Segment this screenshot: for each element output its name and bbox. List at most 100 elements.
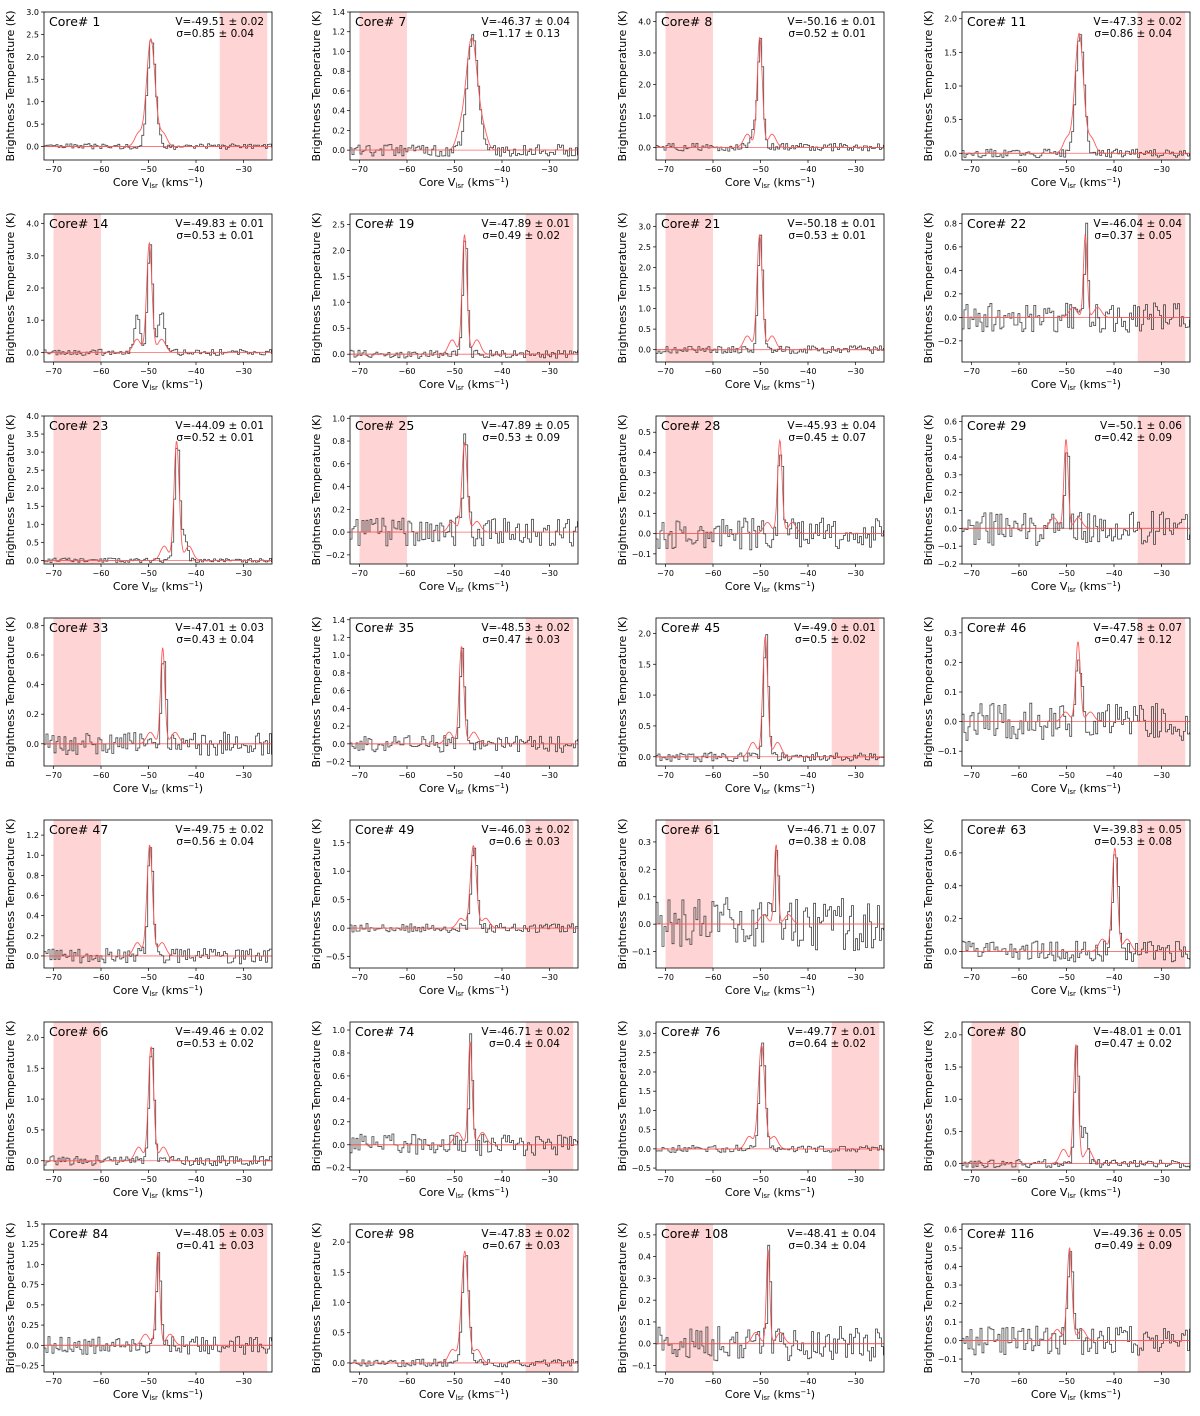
y-tick-label: 0.6	[332, 1072, 345, 1081]
velocity-annotation: V=-49.75 ± 0.02	[175, 824, 264, 836]
fit-line	[656, 36, 884, 148]
y-tick-label: 0.0	[944, 313, 957, 322]
plot-frame	[43, 11, 273, 161]
y-tick-label: 3.0	[26, 448, 39, 457]
plot-frame	[43, 819, 273, 969]
y-axis-label: Brightness Temperature (K)	[4, 212, 17, 363]
fit-line	[962, 33, 1190, 154]
x-tick-label: −60	[705, 1377, 722, 1386]
x-tick-label: −70	[657, 771, 674, 780]
y-tick-label: 0.6	[944, 849, 957, 858]
x-tick-label: −60	[1011, 367, 1028, 376]
observed-spectrum-line	[350, 647, 578, 753]
plot-frame	[349, 1021, 579, 1171]
y-tick-label: 0.5	[638, 428, 651, 437]
observed-spectrum-line	[350, 847, 578, 933]
y-tick-label: −0.1	[938, 747, 957, 756]
x-tick-label: −40	[800, 1175, 817, 1184]
x-tick-label: −50	[446, 1377, 463, 1386]
x-axis-label: Core Vlsr (kms−1)	[113, 984, 203, 998]
y-tick-label: 0.0	[26, 952, 39, 961]
y-tick-label: 4.0	[26, 220, 39, 229]
y-tick-label: 1.5	[26, 502, 39, 511]
spectrum-panel: −70 −60 −50 −40 −30 0.0 0.5 1.0 1.5 2.0 Core# 11 V=…	[922, 4, 1200, 204]
spectrum-chart: −70 −60 −50 −40 −30 0.0 0.2 0.4 0.6 0.8 Core# 33 V=…	[4, 616, 273, 796]
y-tick-label: 0.0	[638, 530, 651, 539]
fit-line	[44, 1046, 272, 1162]
x-tick-label: −30	[847, 367, 864, 376]
y-tick-label: 0.6	[944, 243, 957, 252]
baseline-window-band	[525, 1224, 574, 1372]
x-tick-label: −70	[351, 367, 368, 376]
x-tick-label: −60	[93, 973, 110, 982]
fit-line	[962, 439, 1190, 529]
baseline-window-band	[1137, 214, 1186, 362]
velocity-annotation: V=-49.0 ± 0.01	[794, 622, 876, 634]
core-title: Core# 28	[661, 418, 720, 433]
x-tick-label: −40	[800, 165, 817, 174]
velocity-annotation: V=-48.53 ± 0.02	[481, 622, 570, 634]
plot-frame	[43, 617, 273, 767]
x-tick-label: −70	[45, 1377, 62, 1386]
y-tick-label: 0.8	[26, 621, 39, 630]
y-tick-label: 2.0	[944, 1031, 957, 1040]
spectrum-chart: −70 −60 −50 −40 −30 0.0 0.5 1.0 1.5 2.0 Core# 98 V=…	[310, 1222, 579, 1402]
x-tick-label: −30	[847, 1175, 864, 1184]
sigma-annotation: σ=0.4 ± 0.04	[489, 1038, 560, 1050]
x-tick-label: −60	[1011, 165, 1028, 174]
x-tick-label: −70	[963, 569, 980, 578]
y-axis-label: Brightness Temperature (K)	[616, 212, 629, 363]
x-tick-label: −50	[1058, 367, 1075, 376]
spectrum-panel: −70 −60 −50 −40 −30 0.0 0.5 1.0 1.5 2.0 2.5 Core# 1…	[310, 206, 610, 406]
y-tick-label: 1.5	[332, 272, 345, 281]
x-tick-label: −30	[1153, 771, 1170, 780]
velocity-annotation: V=-49.46 ± 0.02	[175, 1026, 264, 1038]
y-tick-label: −0.1	[938, 1355, 957, 1364]
x-tick-label: −50	[752, 367, 769, 376]
y-tick-label: 3.0	[26, 8, 39, 17]
x-tick-label: −30	[235, 569, 252, 578]
core-title: Core# 1	[49, 14, 100, 29]
x-tick-label: −30	[235, 973, 252, 982]
y-axis-label: Brightness Temperature (K)	[310, 1222, 323, 1373]
spectrum-panel: −70 −60 −50 −40 −30 −0.1 0.0 0.1 0.2 0.3 Core# 46 V…	[922, 610, 1200, 810]
y-tick-label: 1.5	[944, 48, 957, 57]
y-tick-label: 0.4	[332, 704, 345, 713]
y-tick-label: 1.0	[638, 305, 651, 314]
observed-spectrum-line	[44, 847, 272, 965]
plot-frame	[349, 11, 579, 161]
spectrum-chart: −70 −60 −50 −40 −30 −0.5 0.0 0.5 1.0 1.5 2.0 2.5 3.0…	[616, 1020, 885, 1200]
fit-line	[656, 234, 884, 351]
sigma-annotation: σ=0.37 ± 0.05	[1094, 230, 1172, 242]
y-axis-label: Brightness Temperature (K)	[4, 1222, 17, 1373]
x-tick-label: −40	[188, 569, 205, 578]
y-axis-label: Brightness Temperature (K)	[4, 818, 17, 969]
x-tick-label: −40	[800, 367, 817, 376]
core-title: Core# 14	[49, 216, 108, 231]
sigma-annotation: σ=0.47 ± 0.12	[1094, 634, 1172, 646]
y-tick-label: 1.2	[26, 831, 39, 840]
y-tick-label: 0.0	[26, 1341, 39, 1350]
baseline-window-band	[1137, 12, 1186, 160]
y-tick-label: 0.8	[26, 871, 39, 880]
velocity-annotation: V=-47.58 ± 0.07	[1093, 622, 1182, 634]
y-axis-label: Brightness Temperature (K)	[310, 818, 323, 969]
core-title: Core# 116	[967, 1226, 1034, 1241]
x-tick-label: −30	[541, 1377, 558, 1386]
core-title: Core# 33	[49, 620, 108, 635]
velocity-annotation: V=-46.71 ± 0.02	[481, 1026, 570, 1038]
baseline-window-band	[665, 416, 713, 564]
plot-frame	[655, 415, 885, 565]
y-tick-label: 0.0	[944, 1337, 957, 1346]
spectrum-chart: −70 −60 −50 −40 −30 −0.1 0.0 0.1 0.2 0.3 Core# 61 V…	[616, 818, 885, 998]
baseline-window-band	[665, 214, 713, 362]
x-tick-label: −50	[446, 569, 463, 578]
y-tick-label: 1.4	[332, 616, 345, 625]
x-axis-label: Core Vlsr (kms−1)	[113, 1186, 203, 1200]
sigma-annotation: σ=0.85 ± 0.04	[176, 28, 254, 40]
spectrum-panel: −70 −60 −50 −40 −30 −0.1 0.0 0.1 0.2 0.3 Core# 61 V…	[616, 812, 916, 1012]
fit-line	[350, 845, 578, 929]
spectrum-chart: −70 −60 −50 −40 −30 0.0 0.5 1.0 1.5 2.0 Core# 45 V=…	[616, 616, 885, 796]
fit-line	[350, 645, 578, 745]
core-title: Core# 74	[355, 1024, 414, 1039]
